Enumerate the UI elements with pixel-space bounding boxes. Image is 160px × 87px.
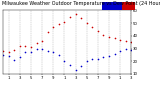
Text: Milwaukee Weather Outdoor Temperature vs Dew Point (24 Hours): Milwaukee Weather Outdoor Temperature vs… xyxy=(2,1,160,6)
